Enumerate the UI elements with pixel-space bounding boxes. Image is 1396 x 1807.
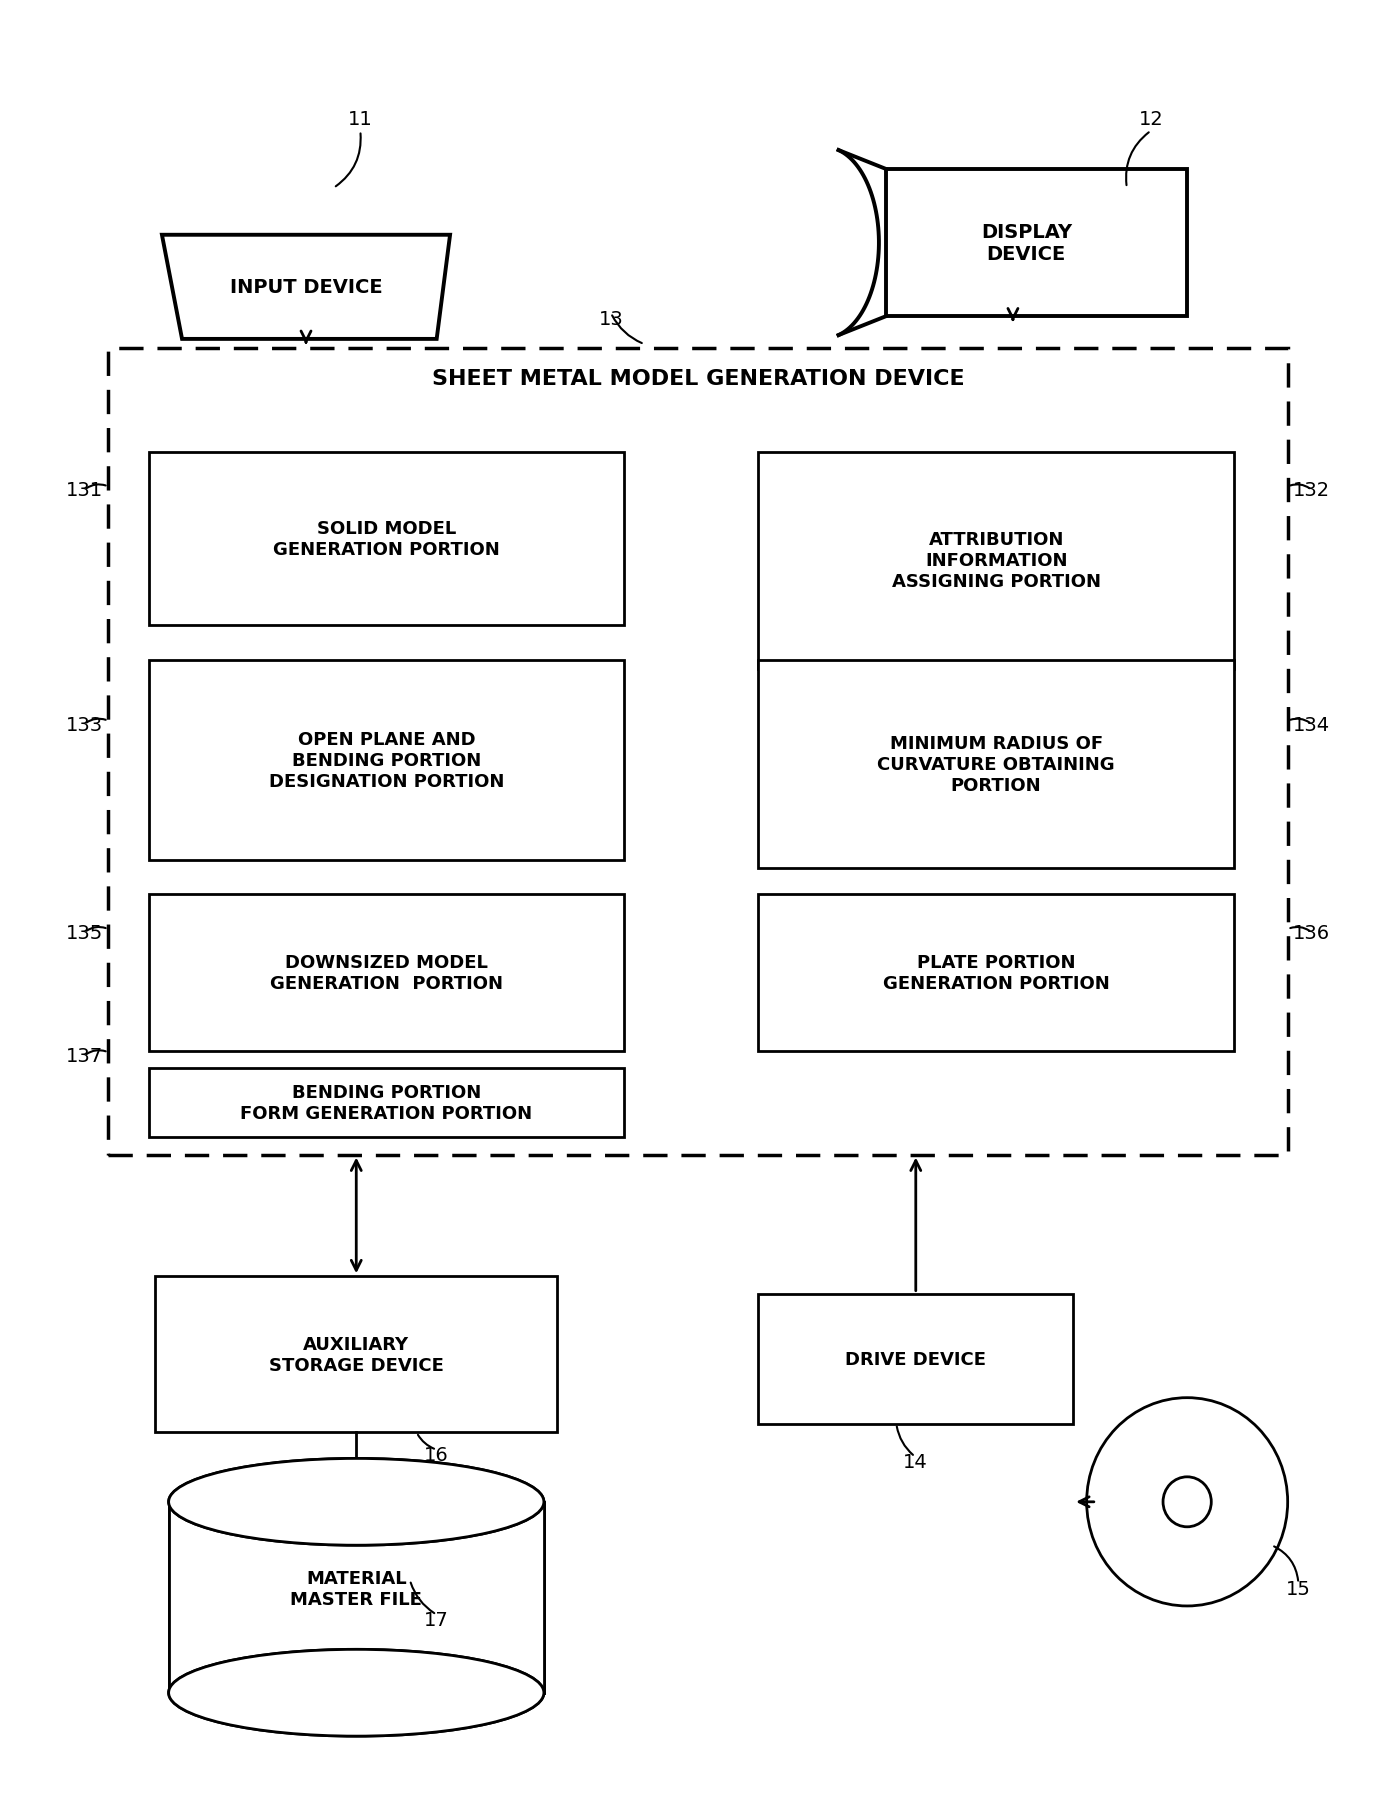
Text: MINIMUM RADIUS OF
CURVATURE OBTAINING
PORTION: MINIMUM RADIUS OF CURVATURE OBTAINING PO… <box>877 735 1115 795</box>
Bar <box>885 170 1187 318</box>
Ellipse shape <box>169 1650 544 1737</box>
Text: INPUT DEVICE: INPUT DEVICE <box>230 278 383 296</box>
Ellipse shape <box>1163 1476 1212 1527</box>
Text: 131: 131 <box>66 481 103 501</box>
Ellipse shape <box>1086 1399 1287 1606</box>
Polygon shape <box>162 235 450 340</box>
Ellipse shape <box>169 1458 544 1545</box>
Bar <box>758 661 1234 869</box>
Text: PLATE PORTION
GENERATION PORTION: PLATE PORTION GENERATION PORTION <box>882 954 1110 992</box>
Text: DOWNSIZED MODEL
GENERATION  PORTION: DOWNSIZED MODEL GENERATION PORTION <box>269 954 503 992</box>
Bar <box>758 452 1234 669</box>
Bar <box>148 894 624 1052</box>
Bar <box>148 452 624 625</box>
Text: 134: 134 <box>1293 716 1330 734</box>
Bar <box>148 1068 624 1138</box>
Bar <box>758 1294 1074 1424</box>
Ellipse shape <box>169 1650 544 1737</box>
Text: DRIVE DEVICE: DRIVE DEVICE <box>845 1350 987 1368</box>
Text: 132: 132 <box>1293 481 1330 501</box>
Text: OPEN PLANE AND
BENDING PORTION
DESIGNATION PORTION: OPEN PLANE AND BENDING PORTION DESIGNATI… <box>268 730 504 790</box>
Bar <box>169 1502 544 1693</box>
Text: AUXILIARY
STORAGE DEVICE: AUXILIARY STORAGE DEVICE <box>269 1335 444 1373</box>
Text: 16: 16 <box>424 1446 450 1465</box>
Text: 12: 12 <box>1139 110 1163 128</box>
Text: 11: 11 <box>348 110 373 128</box>
Text: ATTRIBUTION
INFORMATION
ASSIGNING PORTION: ATTRIBUTION INFORMATION ASSIGNING PORTIO… <box>892 531 1100 591</box>
Text: BENDING PORTION
FORM GENERATION PORTION: BENDING PORTION FORM GENERATION PORTION <box>240 1084 532 1122</box>
Bar <box>155 1276 557 1433</box>
Text: 14: 14 <box>903 1453 927 1471</box>
Text: 15: 15 <box>1286 1579 1311 1597</box>
Text: 13: 13 <box>599 309 623 329</box>
Text: 17: 17 <box>424 1610 450 1630</box>
Bar <box>758 894 1234 1052</box>
Text: 136: 136 <box>1293 923 1330 943</box>
Ellipse shape <box>169 1458 544 1545</box>
Text: SOLID MODEL
GENERATION PORTION: SOLID MODEL GENERATION PORTION <box>274 520 500 558</box>
Text: DISPLAY
DEVICE: DISPLAY DEVICE <box>981 222 1072 264</box>
Text: 133: 133 <box>66 716 103 734</box>
Text: 137: 137 <box>66 1046 103 1066</box>
Text: SHEET METAL MODEL GENERATION DEVICE: SHEET METAL MODEL GENERATION DEVICE <box>431 369 965 389</box>
Bar <box>148 661 624 860</box>
Text: 135: 135 <box>66 923 103 943</box>
Bar <box>109 349 1287 1155</box>
Text: MATERIAL
MASTER FILE: MATERIAL MASTER FILE <box>290 1568 422 1608</box>
